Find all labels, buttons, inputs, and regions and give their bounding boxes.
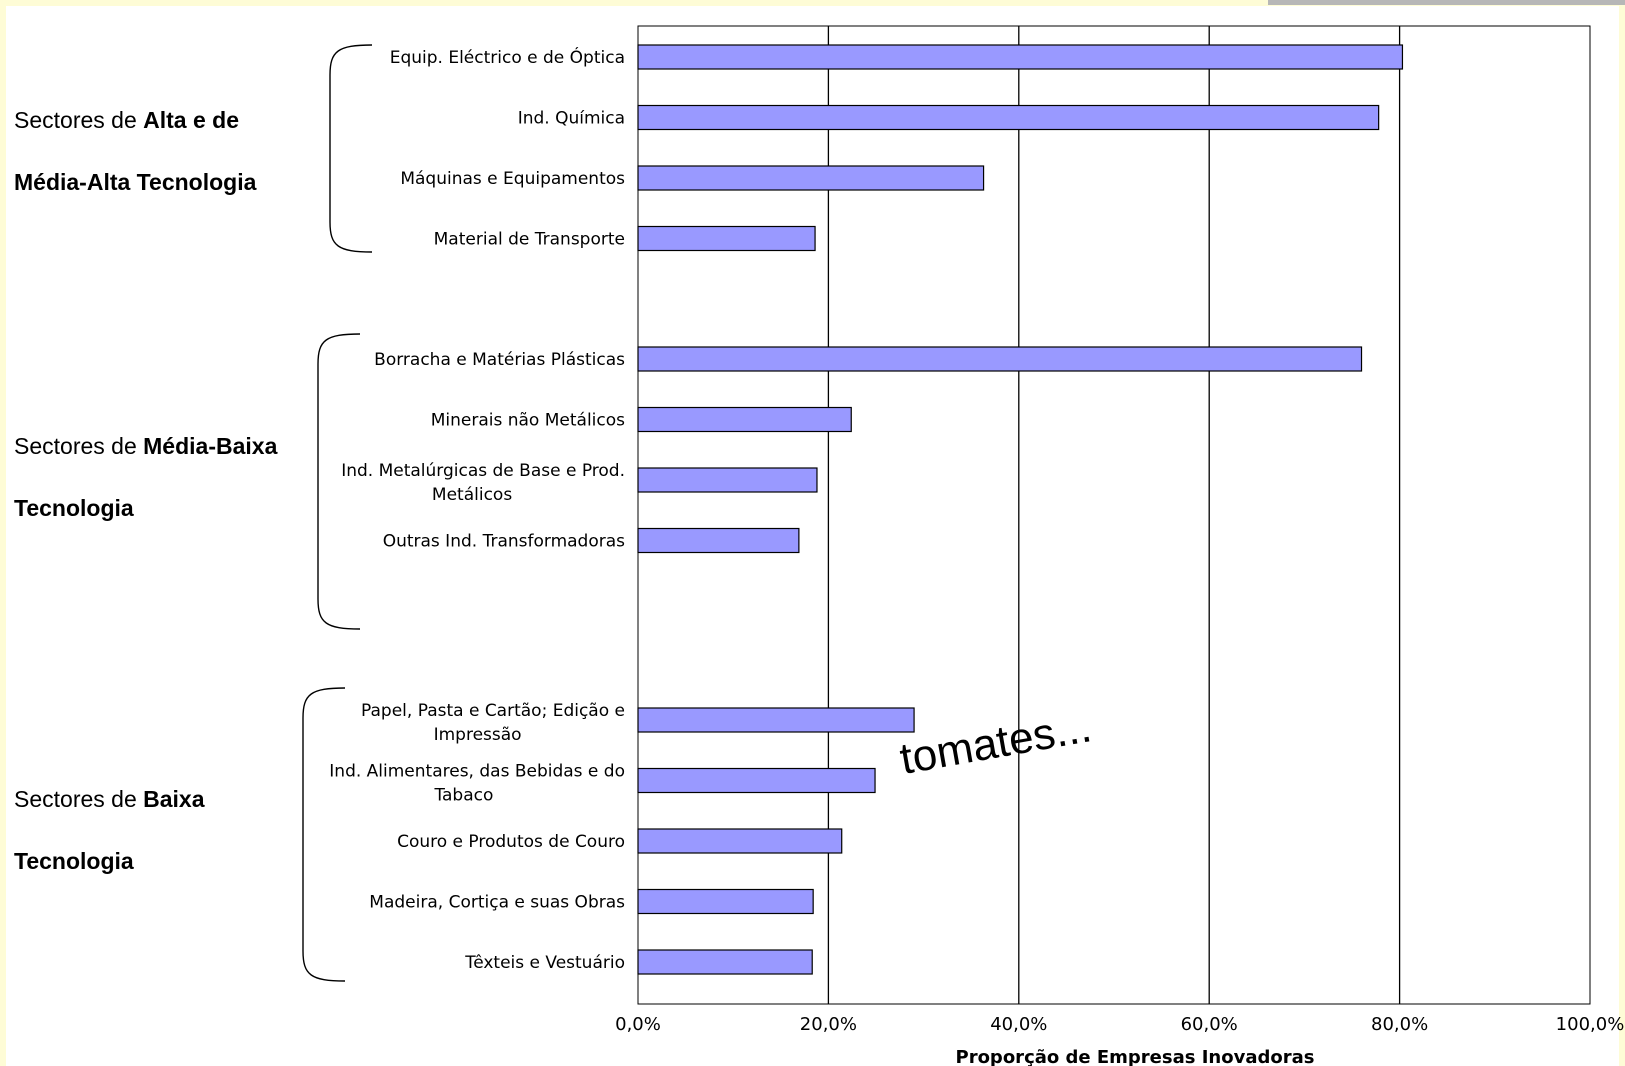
bar <box>637 406 852 433</box>
bar <box>637 104 1380 131</box>
category-label: Couro e Produtos de Couro <box>397 832 625 852</box>
bar <box>637 165 985 191</box>
bars <box>637 44 1404 975</box>
curly-bracket <box>302 687 346 982</box>
x-tick-label: 0,0% <box>615 1014 661 1035</box>
x-tick-label: 60,0% <box>1181 1014 1238 1035</box>
category-label: Papel, Pasta e Cartão; Edição e <box>361 701 625 721</box>
category-label: Ind. Química <box>518 109 625 129</box>
bar <box>637 949 813 975</box>
frame-right-border <box>1619 0 1625 1066</box>
bar <box>637 225 816 252</box>
category-label: Têxteis e Vestuário <box>464 953 625 973</box>
frame-top-border <box>0 0 1625 6</box>
group-label-bold: Média-Baixa <box>143 433 278 459</box>
bar <box>637 888 814 915</box>
curly-bracket <box>329 44 373 253</box>
frame-left-border <box>0 0 6 1066</box>
x-tick-label: 40,0% <box>990 1014 1047 1035</box>
x-tick-label: 80,0% <box>1371 1014 1428 1035</box>
category-label: Equip. Eléctrico e de Óptica <box>390 46 625 68</box>
group-label-bold: Alta e de <box>143 107 240 133</box>
group-label-line2: Tecnologia <box>14 848 134 874</box>
bar <box>637 467 818 493</box>
x-axis-title: Proporção de Empresas Inovadoras <box>956 1047 1315 1066</box>
category-label: Ind. Metalúrgicas de Base e Prod. <box>341 461 625 481</box>
x-tick-labels: 0,0% 20,0% 40,0% 60,0% 80,0% 100,0% <box>615 1014 1624 1035</box>
category-label: Ind. Alimentares, das Bebidas e do <box>329 762 625 782</box>
bar <box>637 707 915 733</box>
category-label: Minerais não Metálicos <box>431 411 625 431</box>
category-label: Máquinas e Equipamentos <box>400 169 625 189</box>
group-label-prefix: Sectores de <box>14 107 144 133</box>
gridlines <box>637 25 1591 1005</box>
category-label: Impressão <box>434 725 522 745</box>
category-label: Material de Transporte <box>434 230 625 250</box>
group-label-prefix: Sectores de <box>14 786 144 812</box>
bar <box>637 828 843 854</box>
group-label-line2: Tecnologia <box>14 495 134 521</box>
category-label: Borracha e Matérias Plásticas <box>374 350 625 370</box>
group-label-line2: Média-Alta Tecnologia <box>14 169 257 195</box>
bar <box>637 527 800 554</box>
category-label: Madeira, Cortiça e suas Obras <box>369 893 625 913</box>
group-label-bold: Baixa <box>143 786 205 812</box>
bar <box>637 767 876 794</box>
category-label: Tabaco <box>433 786 493 806</box>
category-labels: Equip. Eléctrico e de Óptica Ind. Química… <box>329 46 625 973</box>
x-tick-label: 20,0% <box>800 1014 857 1035</box>
group-label-high-tech: Sectores de Alta e de Média-Alta Tecnolo… <box>14 89 256 213</box>
corner-tab <box>1268 0 1625 5</box>
plot-area-border <box>637 25 1591 1005</box>
curly-bracket <box>317 333 361 630</box>
category-label: Outras Ind. Transformadoras <box>383 532 625 552</box>
group-label-low-tech: Sectores de Baixa Tecnologia <box>14 768 205 892</box>
group-brackets <box>302 44 373 982</box>
bar <box>637 44 1404 70</box>
group-label-medium-low-tech: Sectores de Média-Baixa Tecnologia <box>14 415 277 539</box>
group-label-prefix: Sectores de <box>14 433 144 459</box>
x-tick-label: 100,0% <box>1556 1014 1625 1035</box>
category-label: Metálicos <box>432 485 512 505</box>
bar <box>637 346 1363 372</box>
